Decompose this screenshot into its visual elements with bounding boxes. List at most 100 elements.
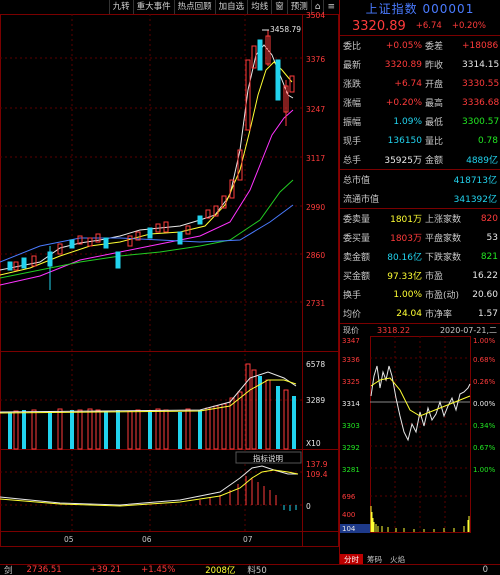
- ma-line-green: [0, 179, 294, 279]
- breadth-value: 24.04: [396, 308, 422, 319]
- status-price: 2736.51: [26, 565, 62, 575]
- home-icon[interactable]: ⌂: [310, 0, 324, 14]
- breadth-value: 1.00%: [393, 289, 422, 300]
- volume-level: X10: [306, 439, 321, 448]
- breadth-label: 上涨家数: [425, 215, 462, 225]
- index-title: 上证指数 000001: [340, 0, 500, 17]
- quote-row: 卖金额 80.16亿 下跌家数 821: [340, 247, 500, 266]
- divider: [340, 169, 500, 170]
- price-axis: 3504 3376 3247 3117 2990 2860 2731: [306, 11, 325, 308]
- quote-label: 现手: [343, 137, 362, 147]
- breadth-label: 市净率: [425, 310, 453, 320]
- quote-label: 量比: [425, 137, 444, 147]
- status-bar: 剑 2736.51 +39.21 +1.45% 2008亿 料50 0: [0, 564, 500, 575]
- intraday-level: 3303: [342, 422, 360, 430]
- menu-icon[interactable]: ≡: [323, 0, 338, 14]
- tab-flame[interactable]: 火焰: [390, 555, 405, 564]
- quote-value: 136150: [387, 135, 422, 146]
- intraday-level: 3292: [342, 444, 360, 452]
- quote-value: +6.74: [394, 78, 422, 89]
- intraday-date: 2020-07-21,二: [439, 325, 497, 335]
- breadth-label: 市盈: [425, 272, 444, 282]
- toolbar-add-watchlist[interactable]: 加自选: [214, 0, 248, 14]
- price-level: 3504: [306, 11, 325, 20]
- macd-dea-line: [0, 469, 299, 507]
- quote-value: 3314.15: [462, 59, 500, 70]
- quote-value: 4889亿: [466, 156, 498, 166]
- quote-label: 总手: [343, 156, 362, 166]
- status-amount: 2008亿: [205, 566, 236, 575]
- toolbar-nine-turns[interactable]: 九转: [108, 0, 133, 14]
- kline-frame: [0, 14, 339, 352]
- toolbar-hot-review[interactable]: 热点回顾: [173, 0, 215, 14]
- intraday-pct: 0.34%: [473, 422, 496, 430]
- quote-label: 昨收: [425, 61, 444, 71]
- macd-level: 0: [306, 502, 311, 511]
- tab-chips[interactable]: 筹码: [367, 555, 382, 564]
- divider: [340, 323, 500, 324]
- intraday-frame: [370, 336, 471, 533]
- month-label: 07: [243, 535, 253, 544]
- volume-level: 3289: [306, 396, 325, 405]
- macd-level: 109.4: [306, 470, 328, 479]
- market-value: 418713亿: [453, 176, 497, 186]
- macd-axis: 137.9 109.4 0: [306, 460, 328, 511]
- quote-value: 0.78: [477, 135, 498, 146]
- volume-bars: [0, 363, 297, 450]
- breadth-label: 委买量: [343, 234, 371, 244]
- tab-timeshare[interactable]: 分时: [340, 554, 363, 565]
- intraday-right-axis: 1.00% 0.68% 0.26% 0.00% 0.34% 0.67% 1.00…: [473, 337, 496, 474]
- toolbar-major-events[interactable]: 重大事件: [132, 0, 174, 14]
- price-level: 3247: [306, 105, 325, 114]
- macd-level: 137.9: [306, 460, 328, 469]
- quote-value: 35925万: [384, 156, 422, 166]
- macd-histogram: [199, 476, 277, 505]
- status-label: 剑: [4, 566, 13, 575]
- quote-row: 总手 35925万 金额 4889亿: [340, 150, 500, 169]
- price-level: 2990: [306, 203, 325, 212]
- index-price: 3320.89: [352, 18, 406, 34]
- breadth-label: 换手: [343, 291, 362, 301]
- quote-row: 委买量 1803万 平盘家数 53: [340, 228, 500, 247]
- toolbar-window[interactable]: 窗: [271, 0, 287, 14]
- index-name: 上证指数: [365, 2, 418, 16]
- index-change-pct: +0.20%: [451, 21, 486, 31]
- ma-line-magenta: [0, 109, 294, 286]
- market-label: 流通市值: [343, 195, 380, 205]
- order-breadth-table: 委卖量 1801万 上涨家数 820 委买量 1803万 平盘家数 53 卖金额 80.16亿 下跌…: [340, 209, 500, 323]
- toolbar-forecast[interactable]: 预测: [286, 0, 311, 14]
- quote-row: 涨幅 +0.20% 最高 3336.68: [340, 93, 500, 112]
- index-code: 000001: [422, 1, 475, 16]
- market-value: 341392亿: [453, 195, 497, 205]
- intraday-level: 3281: [342, 466, 360, 474]
- breadth-value: 20.60: [472, 289, 498, 300]
- breadth-value: 820: [480, 213, 498, 224]
- month-label: 06: [142, 535, 152, 544]
- volume-level: 6578: [306, 360, 325, 369]
- breadth-value: 80.16亿: [387, 253, 422, 263]
- intraday-pct: 0.00%: [473, 400, 496, 408]
- toolbar-moving-average[interactable]: 均线: [247, 0, 271, 14]
- market-row: 流通市值 341392亿: [340, 189, 500, 208]
- status-zero: 0: [482, 565, 488, 575]
- breadth-value: 53: [486, 232, 498, 243]
- quote-panel: 上证指数 000001 3320.89 +6.74 +0.20% 委比 +0.05…: [339, 0, 500, 575]
- intraday-vol-level: 400: [342, 511, 355, 519]
- chart-toolbar: 九转 重大事件 热点回顾 加自选 均线 窗 预测 ⌂ ≡: [0, 0, 338, 14]
- intraday-chart[interactable]: 3347 3336 3325 3314 3303 3292 3281 1.00%…: [340, 336, 500, 544]
- quote-value: +0.05%: [385, 40, 422, 51]
- intraday-grid: [370, 336, 470, 532]
- intraday-vol-highlight: [340, 524, 370, 533]
- breadth-label: 委卖量: [343, 215, 371, 225]
- quote-row: 委比 +0.05% 委差 +18086: [340, 36, 500, 55]
- quote-label: 金额: [425, 156, 444, 166]
- kline-panel[interactable]: 3458.79 3504 3376 3247 3117 2990 2860 27…: [0, 0, 339, 564]
- price-level: 3117: [306, 154, 325, 163]
- quote-row: 买金额 97.33亿 市盈 16.22: [340, 266, 500, 285]
- quote-row: 均价 24.04 市净率 1.57: [340, 304, 500, 323]
- breadth-value: 16.22: [472, 270, 498, 281]
- macd-histogram-negative: [283, 505, 297, 511]
- quote-value: 3320.89: [384, 59, 422, 70]
- indicator-help-button[interactable]: [235, 451, 302, 464]
